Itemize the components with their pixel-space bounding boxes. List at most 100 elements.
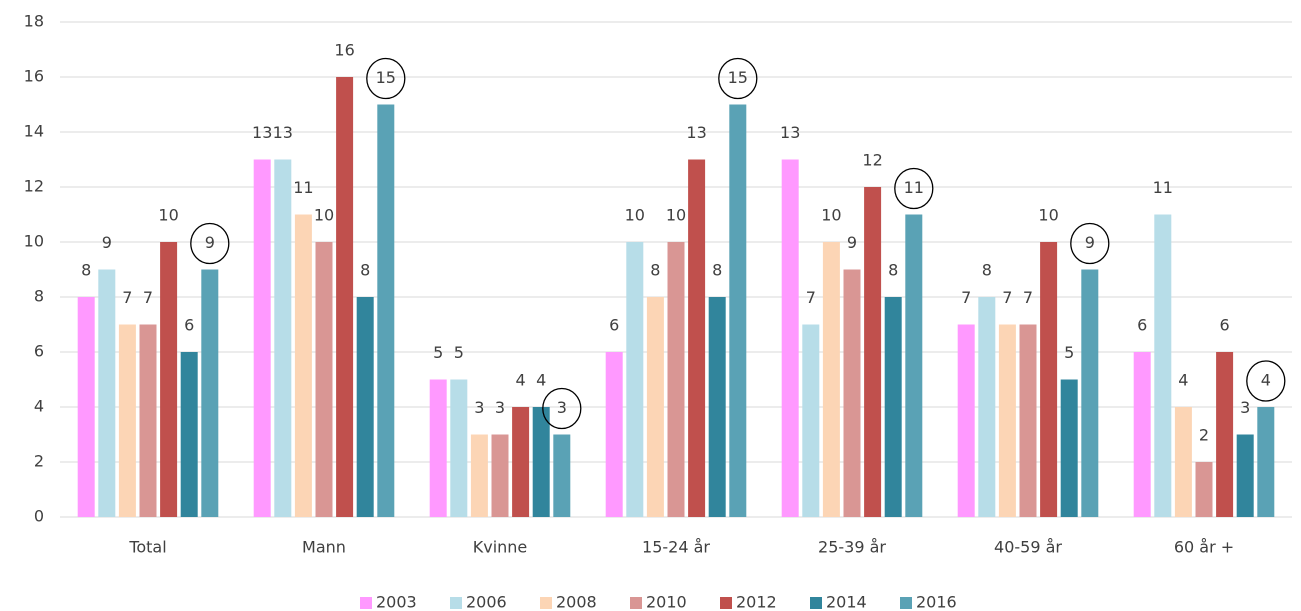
data-label: 6 [1220, 316, 1230, 335]
bar [160, 242, 178, 517]
bar [429, 379, 447, 517]
bar [1060, 379, 1078, 517]
label-circle [542, 387, 582, 430]
bar [532, 407, 550, 517]
bar [201, 269, 219, 517]
data-label: 10 [666, 206, 686, 225]
bar [77, 297, 95, 517]
data-label: 4 [1178, 371, 1188, 390]
bar [781, 159, 799, 517]
data-label: 9 [205, 233, 215, 252]
data-label: 4 [536, 371, 546, 390]
bar [605, 352, 623, 517]
bar [802, 324, 820, 517]
data-label: 3 [557, 398, 567, 417]
bar [626, 242, 644, 517]
y-tick-label: 8 [34, 287, 44, 306]
legend-label: 2014 [826, 593, 867, 611]
legend-label: 2012 [736, 593, 777, 611]
x-tick-label: Mann [302, 538, 346, 557]
bar [1216, 352, 1234, 517]
bar [646, 297, 664, 517]
label-circle [718, 57, 758, 100]
legend-label: 2008 [556, 593, 597, 611]
bar [729, 104, 747, 517]
x-tick-label: Kvinne [473, 538, 528, 557]
data-label: 10 [314, 206, 334, 225]
data-label: 10 [625, 206, 645, 225]
bar [274, 159, 292, 517]
y-tick-label: 2 [34, 452, 44, 471]
bar [253, 159, 271, 517]
legend-swatch [630, 597, 642, 609]
y-tick-label: 16 [24, 67, 44, 86]
data-label: 15 [376, 68, 396, 87]
data-label: 6 [1137, 316, 1147, 335]
legend-swatch [810, 597, 822, 609]
legend-swatch [540, 597, 552, 609]
data-label: 7 [806, 288, 816, 307]
bar [708, 297, 726, 517]
bar [356, 297, 374, 517]
bar [905, 214, 923, 517]
data-label: 13 [252, 123, 272, 142]
data-label: 3 [495, 398, 505, 417]
legend-label: 2006 [466, 593, 507, 611]
data-label: 8 [360, 261, 370, 280]
bar [998, 324, 1016, 517]
bar [1174, 407, 1192, 517]
data-label: 8 [888, 261, 898, 280]
data-label: 9 [1085, 233, 1095, 252]
bar [1040, 242, 1058, 517]
data-label: 11 [1153, 178, 1173, 197]
data-label: 8 [81, 261, 91, 280]
data-label: 4 [516, 371, 526, 390]
bar [1133, 352, 1151, 517]
x-tick-label: 40-59 år [994, 538, 1062, 557]
data-label: 9 [102, 233, 112, 252]
bar [1195, 462, 1213, 517]
legend-swatch [450, 597, 462, 609]
data-label: 8 [712, 261, 722, 280]
data-label: 11 [293, 178, 313, 197]
bar [450, 379, 468, 517]
bar [688, 159, 706, 517]
data-label: 4 [1261, 371, 1271, 390]
legend-label: 2003 [376, 593, 417, 611]
data-label: 13 [686, 123, 706, 142]
data-label: 5 [433, 343, 443, 362]
data-label: 5 [1064, 343, 1074, 362]
bar [1019, 324, 1037, 517]
bar [822, 242, 840, 517]
y-tick-label: 0 [34, 507, 44, 526]
bar [1236, 434, 1254, 517]
data-label: 3 [1240, 398, 1250, 417]
bar [294, 214, 312, 517]
x-tick-label: Total [128, 538, 166, 557]
bar [336, 77, 354, 517]
data-label: 15 [728, 68, 748, 87]
bar [864, 187, 882, 517]
label-circle [1246, 360, 1286, 402]
bar [667, 242, 685, 517]
bar [377, 104, 395, 517]
label-circle [894, 167, 934, 210]
bar [512, 407, 530, 517]
bar [139, 324, 157, 517]
y-tick-label: 4 [34, 397, 44, 416]
data-label: 7 [143, 288, 153, 307]
bar [315, 242, 333, 517]
x-tick-label: 25-39 år [818, 538, 886, 557]
y-tick-label: 12 [24, 177, 44, 196]
data-label: 6 [609, 316, 619, 335]
x-tick-label: 15-24 år [642, 538, 710, 557]
legend-swatch [360, 597, 372, 609]
data-label: 8 [650, 261, 660, 280]
data-label: 7 [961, 288, 971, 307]
label-circle [366, 57, 406, 100]
bar [553, 434, 571, 517]
bar [1154, 214, 1172, 517]
y-tick-label: 6 [34, 342, 44, 361]
bar [470, 434, 488, 517]
